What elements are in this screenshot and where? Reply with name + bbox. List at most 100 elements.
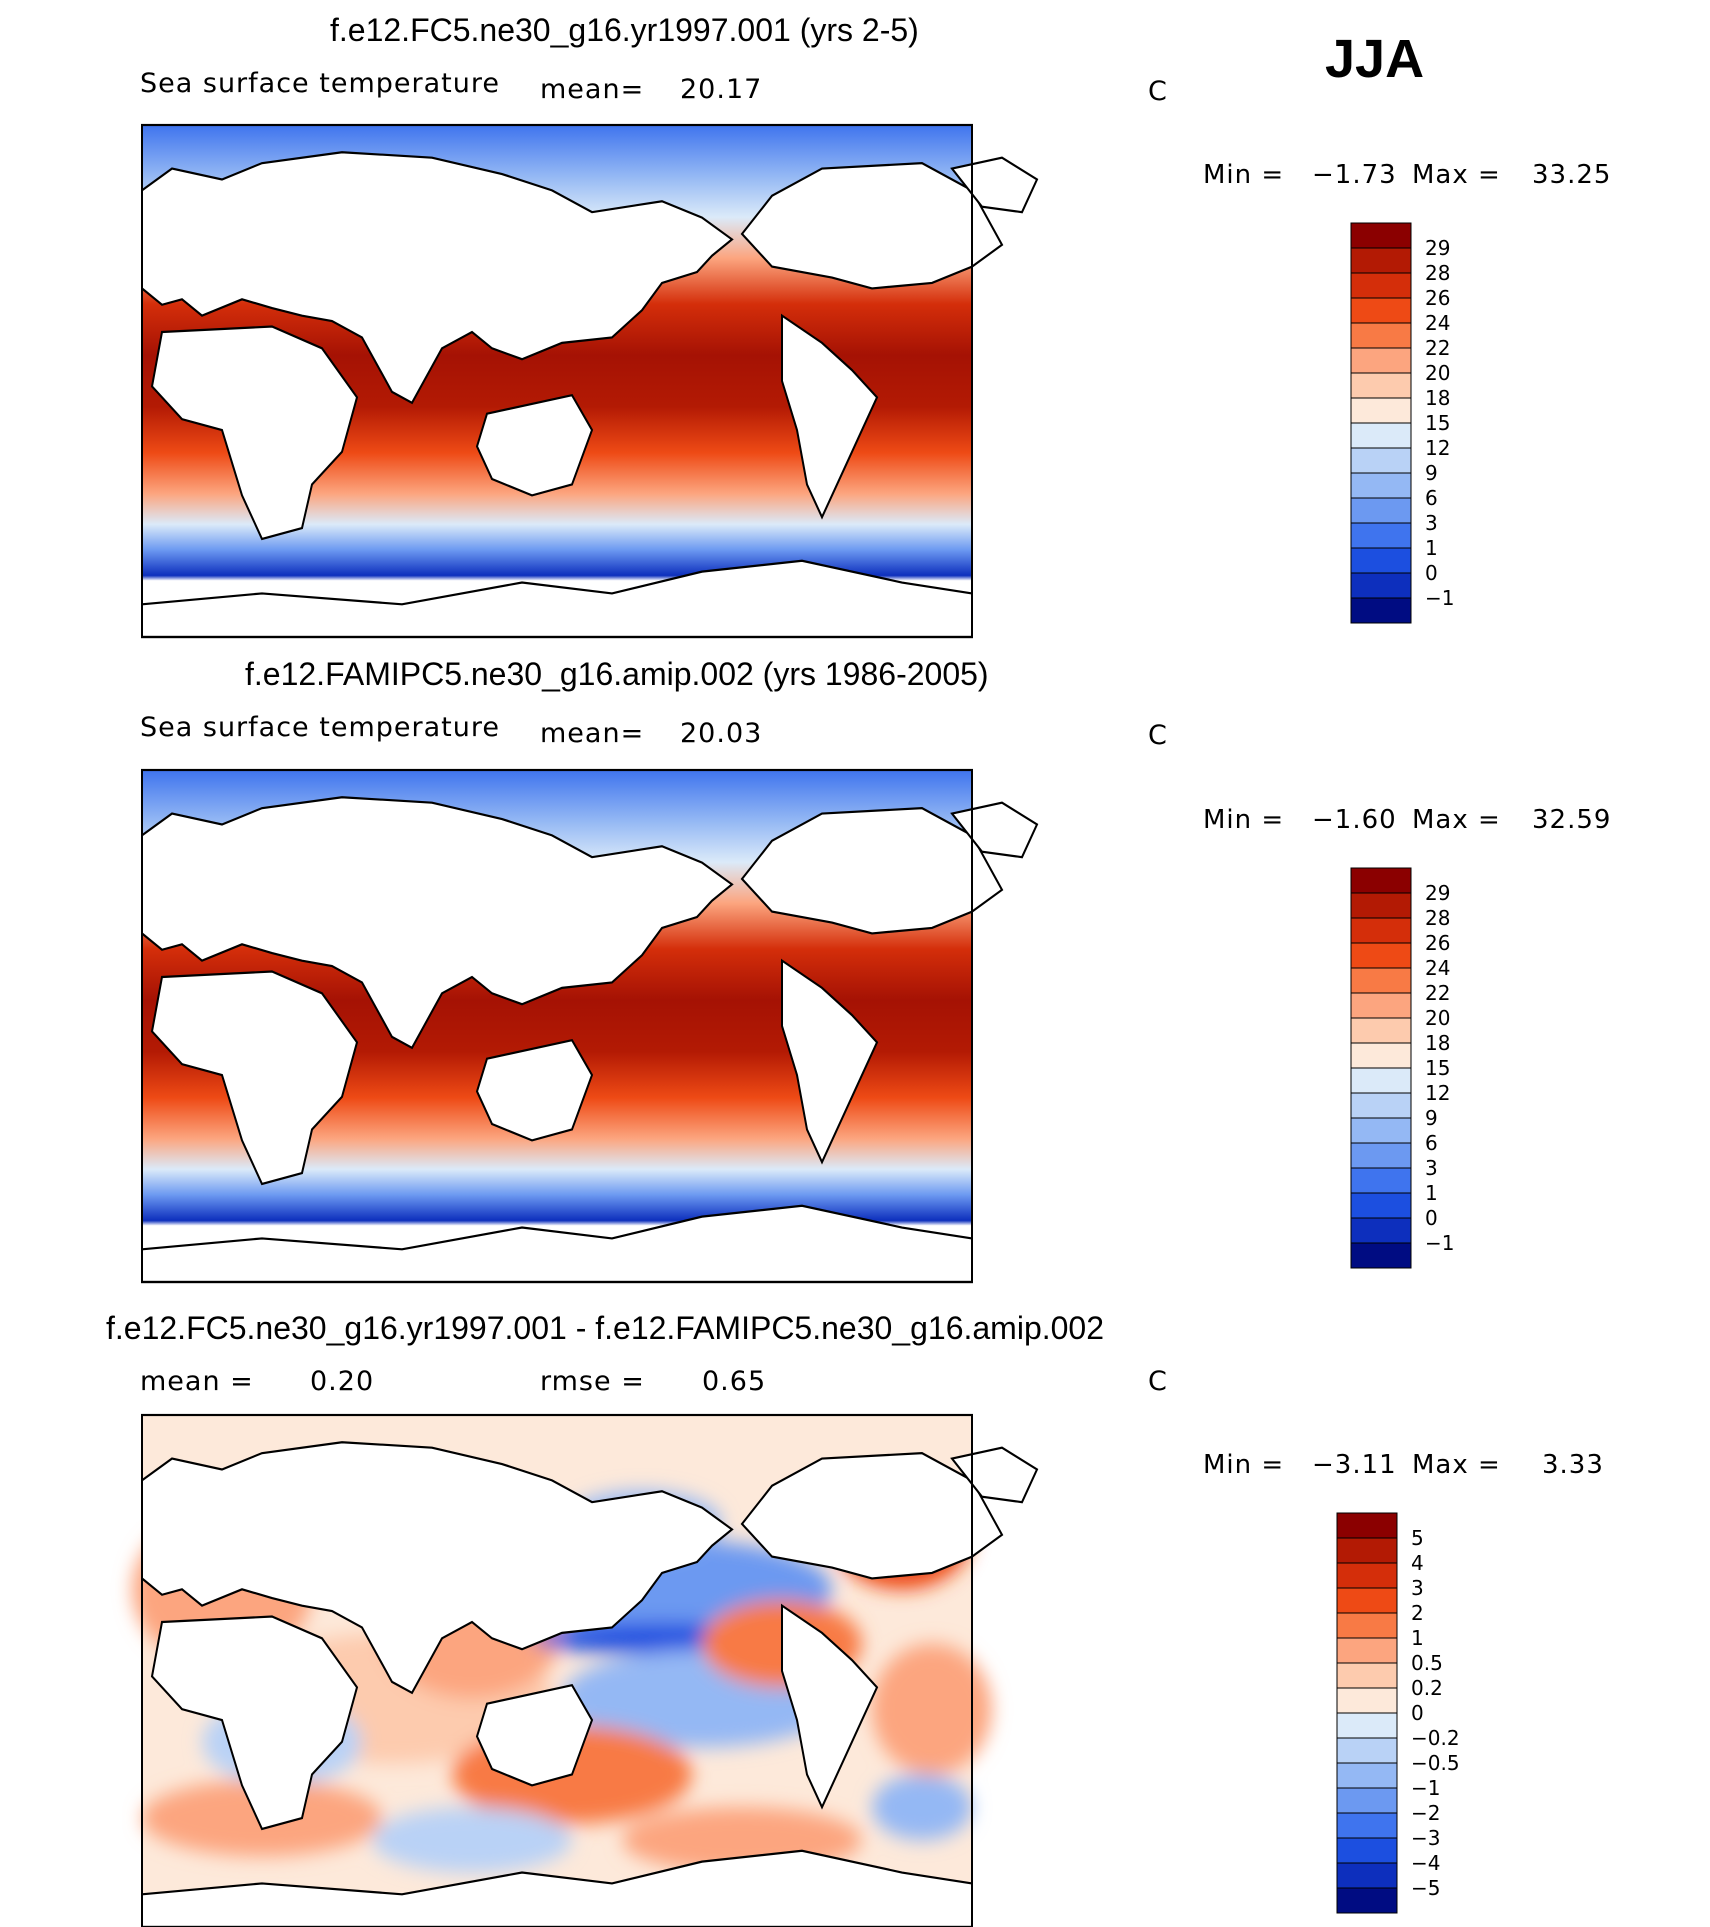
colorbar-swatch	[1350, 1017, 1412, 1044]
panel-3-max-label: Max =	[1412, 1450, 1501, 1480]
colorbar-swatch	[1350, 1042, 1412, 1069]
colorbar-tick-label: −1	[1425, 586, 1454, 610]
colorbar-tick-label: 12	[1425, 436, 1450, 460]
panel-3-units: C	[1148, 1366, 1168, 1397]
colorbar-tick-label: 15	[1425, 1056, 1450, 1080]
colorbar-tick-label: 3	[1411, 1576, 1424, 1600]
colorbar-swatch	[1350, 397, 1412, 424]
colorbar-swatch	[1350, 942, 1412, 969]
colorbar-tick-label: 5	[1411, 1526, 1424, 1550]
colorbar-tick-label: 0	[1425, 1206, 1438, 1230]
colorbar-swatch	[1350, 522, 1412, 549]
colorbar-swatch	[1350, 497, 1412, 524]
panel-3-title: f.e12.FC5.ne30_g16.yr1997.001 - f.e12.FA…	[106, 1310, 1105, 1346]
colorbar-swatch	[1336, 1812, 1398, 1839]
colorbar-swatch	[1350, 247, 1412, 274]
colorbar-swatch	[1336, 1712, 1398, 1739]
colorbar-tick-label: 1	[1425, 1181, 1438, 1205]
panel-3-rmse-value: 0.65	[702, 1366, 767, 1397]
colorbar-tick-label: 0	[1411, 1701, 1424, 1725]
colorbar-swatch	[1350, 992, 1412, 1019]
panel-3-max-value: 3.33	[1542, 1450, 1604, 1480]
colorbar-tick-label: 2	[1411, 1601, 1424, 1625]
panel-1-min-value: −1.73	[1312, 160, 1397, 190]
colorbar-tick-label: 12	[1425, 1081, 1450, 1105]
colorbar-swatch	[1350, 547, 1412, 574]
panel-2-mean-value: 20.03	[680, 718, 763, 749]
panel-1-title: f.e12.FC5.ne30_g16.yr1997.001 (yrs 2-5)	[330, 12, 919, 48]
panel-1-map	[140, 123, 1039, 639]
colorbar-swatch	[1350, 892, 1412, 919]
colorbar-swatch	[1336, 1687, 1398, 1714]
panel-1-units: C	[1148, 76, 1168, 107]
colorbar-tick-label: 3	[1425, 1156, 1438, 1180]
colorbar-swatch	[1336, 1612, 1398, 1639]
colorbar-swatch	[1336, 1837, 1398, 1864]
season-label: JJA	[1325, 29, 1425, 89]
colorbar-swatch	[1336, 1512, 1398, 1539]
colorbar-tick-label: 22	[1425, 981, 1450, 1005]
colorbar-swatch	[1350, 1192, 1412, 1219]
colorbar-swatch	[1350, 472, 1412, 499]
colorbar-swatch	[1350, 1167, 1412, 1194]
colorbar-tick-label: −0.2	[1411, 1726, 1460, 1750]
colorbar-swatch	[1336, 1862, 1398, 1889]
colorbar-swatch	[1336, 1587, 1398, 1614]
colorbar-swatch	[1350, 1117, 1412, 1144]
colorbar-tick-label: 15	[1425, 411, 1450, 435]
colorbar-swatch	[1350, 372, 1412, 399]
colorbar-swatch	[1336, 1662, 1398, 1689]
colorbar-tick-label: 9	[1425, 1106, 1438, 1130]
colorbar-tick-label: −4	[1411, 1851, 1440, 1875]
colorbar-tick-label: 6	[1425, 486, 1438, 510]
colorbar-swatch	[1350, 347, 1412, 374]
colorbar-tick-label: 24	[1425, 311, 1450, 335]
colorbar-tick-label: 29	[1425, 881, 1450, 905]
colorbar-swatch	[1336, 1762, 1398, 1789]
panel-3-mean-label: mean =	[140, 1366, 254, 1397]
panel-1-max-label: Max =	[1412, 160, 1501, 190]
colorbar-tick-label: 9	[1425, 461, 1438, 485]
colorbar-swatch	[1350, 447, 1412, 474]
colorbar-tick-label: −0.5	[1411, 1751, 1460, 1775]
colorbar-tick-label: −2	[1411, 1801, 1440, 1825]
colorbar-tick-label: 3	[1425, 511, 1438, 535]
panel-2-max-value: 32.59	[1532, 805, 1612, 835]
panel-3-min-label: Min =	[1203, 1450, 1285, 1480]
colorbar-tick-label: 28	[1425, 261, 1450, 285]
panel-2-variable: Sea surface temperature	[140, 712, 500, 743]
colorbar-swatch	[1336, 1637, 1398, 1664]
panel-1-variable: Sea surface temperature	[140, 68, 500, 99]
colorbar-swatch	[1350, 967, 1412, 994]
colorbar-tick-label: 6	[1425, 1131, 1438, 1155]
panel-1-mean-value: 20.17	[680, 74, 763, 105]
panel-2-units: C	[1148, 720, 1168, 751]
colorbar-swatch	[1350, 297, 1412, 324]
colorbar-tick-label: 0	[1425, 561, 1438, 585]
panel-2-title: f.e12.FAMIPC5.ne30_g16.amip.002 (yrs 198…	[245, 656, 989, 692]
colorbar-swatch	[1350, 1092, 1412, 1119]
colorbar-tick-label: −5	[1411, 1876, 1440, 1900]
colorbar-tick-label: 20	[1425, 1006, 1450, 1030]
colorbar-swatch	[1350, 422, 1412, 449]
panel-2-min-value: −1.60	[1312, 805, 1397, 835]
colorbar-tick-label: 26	[1425, 931, 1450, 955]
panel-2-mean-label: mean=	[540, 718, 645, 749]
colorbar-tick-label: 4	[1411, 1551, 1424, 1575]
colorbar-swatch	[1336, 1562, 1398, 1589]
colorbar-tick-label: 28	[1425, 906, 1450, 930]
colorbar-swatch	[1350, 917, 1412, 944]
colorbar-tick-label: 18	[1425, 1031, 1450, 1055]
colorbar-swatch	[1336, 1537, 1398, 1564]
colorbar-swatch	[1336, 1887, 1398, 1914]
panel-3-mean-value: 0.20	[310, 1366, 375, 1397]
colorbar-swatch	[1350, 1142, 1412, 1169]
panel-1-min-label: Min =	[1203, 160, 1285, 190]
panel-2-max-label: Max =	[1412, 805, 1501, 835]
panel-2-min-label: Min =	[1203, 805, 1285, 835]
panel-3-min-value: −3.11	[1312, 1450, 1397, 1480]
colorbar-tick-label: 0.5	[1411, 1651, 1443, 1675]
colorbar-tick-label: 26	[1425, 286, 1450, 310]
panel-3-rmse-label: rmse =	[540, 1366, 645, 1397]
